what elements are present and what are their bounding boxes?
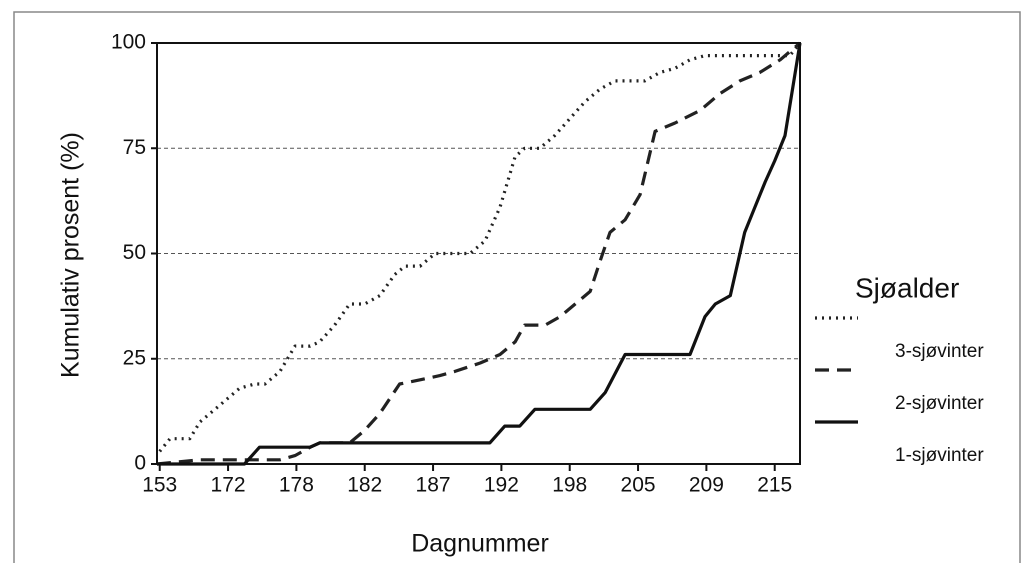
y-tick-label: 100 [111, 31, 146, 54]
legend-title: Sjøalder [855, 272, 959, 303]
frame [13, 11, 1021, 563]
y-axis-label: Kumulativ prosent (%) [57, 132, 85, 378]
x-tick-label: 178 [279, 474, 314, 497]
x-tick-label: 172 [211, 474, 246, 497]
x-tick-label: 153 [142, 474, 177, 497]
y-tick-label: 0 [134, 452, 146, 475]
x-tick-label: 192 [484, 474, 519, 497]
y-tick-label: 75 [123, 136, 146, 159]
x-tick-label: 187 [416, 474, 451, 497]
plot-border [156, 42, 801, 465]
x-tick-label: 205 [621, 474, 656, 497]
legend-label: 1-sjøvinter [895, 445, 984, 466]
y-tick-label: 25 [123, 346, 146, 369]
x-tick-label: 209 [689, 474, 724, 497]
data-line [156, 41, 802, 466]
x-axis-label: Dagnummer [411, 530, 549, 558]
x-tick-label: 198 [552, 474, 587, 497]
data-line [158, 41, 802, 453]
x-tick-label: 182 [347, 474, 382, 497]
legend-label: 2-sjøvinter [895, 393, 984, 414]
x-tick-label: 215 [757, 474, 792, 497]
legend-label: 3-sjøvinter [895, 341, 984, 362]
data-line [157, 42, 802, 466]
y-tick-label: 50 [123, 241, 146, 264]
